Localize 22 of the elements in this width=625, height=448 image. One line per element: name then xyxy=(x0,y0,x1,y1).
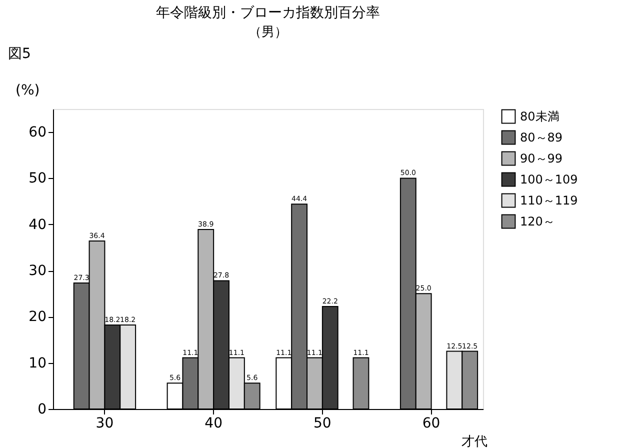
y-tick-label: 30 xyxy=(28,263,46,280)
x-tick-label: 60 xyxy=(422,416,440,432)
y-tick-label: 60 xyxy=(28,124,46,141)
x-tick-label: 40 xyxy=(204,416,222,432)
legend-label: 100～109 xyxy=(520,172,578,186)
y-tick-label: 20 xyxy=(28,309,46,326)
legend-label: 120～ xyxy=(520,214,555,228)
chart-subtitle: （男） xyxy=(248,25,288,40)
x-tick-label: 30 xyxy=(96,416,114,432)
legend-label: 110～119 xyxy=(520,194,578,208)
chart-title: 年令階級別・ブローカ指数別百分率 xyxy=(156,5,380,21)
y-tick-label: 40 xyxy=(28,216,46,233)
y-tick-label: 0 xyxy=(38,402,46,418)
legend-label: 80～89 xyxy=(520,130,563,144)
x-tick-label: 50 xyxy=(314,416,332,432)
y-tick-label: 10 xyxy=(28,355,46,372)
y-axis-title: (%) xyxy=(16,82,40,98)
legend-label: 90～99 xyxy=(520,152,563,166)
legend-label: 80未満 xyxy=(520,110,560,124)
x-axis-title: 才代 xyxy=(462,434,488,448)
caption: 図5 xyxy=(8,46,31,62)
y-tick-label: 50 xyxy=(28,170,46,187)
